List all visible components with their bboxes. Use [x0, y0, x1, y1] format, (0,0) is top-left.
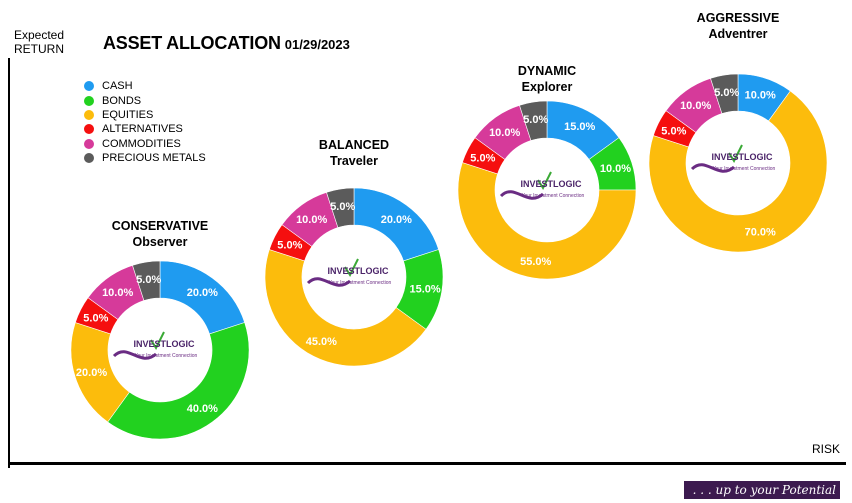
legend-label: BONDS	[102, 94, 142, 107]
chart-title: ASSET ALLOCATION 01/29/2023	[103, 33, 350, 54]
slice-label: 10.0%	[745, 90, 776, 102]
slice-label: 5.0%	[523, 114, 548, 126]
investlogic-logo: INVESTLOGIC Your Investment Connection	[112, 331, 198, 360]
logo-subtitle: Your Investment Connection	[522, 193, 585, 199]
y-axis-line	[8, 58, 10, 468]
tagline-banner: . . . up to your Potential	[684, 481, 840, 499]
profile-label-aggressive: AGGRESSIVE Adventrer	[697, 10, 780, 42]
legend-label: ALTERNATIVES	[102, 123, 183, 136]
investlogic-logo: INVESTLOGIC Your Investment Connection	[690, 144, 776, 173]
investlogic-logo: INVESTLOGIC Your Investment Connection	[306, 258, 392, 287]
legend-item-alternatives: ALTERNATIVES	[84, 122, 206, 136]
donut-chart-dynamic: 15.0%10.0%55.0%5.0%10.0%5.0%INVESTLOGICY…	[457, 100, 637, 280]
legend-marker	[84, 95, 94, 106]
slice-equities	[648, 90, 828, 253]
profile-name: AGGRESSIVE	[696, 11, 780, 25]
slice-label: 40.0%	[187, 403, 218, 415]
logo-text: INVESTLOGIC	[711, 152, 773, 162]
logo-subtitle: Your Investment Connection	[713, 166, 776, 172]
profile-persona: Explorer	[521, 80, 573, 94]
profile-name: CONSERVATIVE	[111, 219, 209, 233]
profile-label-conservative: CONSERVATIVE Observer	[112, 218, 209, 250]
y-axis-label: Expected RETURN	[14, 28, 64, 56]
y-axis-label-line2: RETURN	[14, 42, 64, 56]
legend-item-precious-metals: PRECIOUS METALS	[84, 151, 206, 165]
logo-check-icon	[150, 331, 165, 351]
donut-chart-balanced: 20.0%15.0%45.0%5.0%10.0%5.0%INVESTLOGICY…	[264, 187, 444, 367]
logo-text: INVESTLOGIC	[133, 339, 195, 349]
slice-label: 5.0%	[470, 152, 495, 164]
slice-label: 5.0%	[277, 239, 302, 251]
slice-precious-metals	[519, 100, 548, 141]
profile-persona: Adventrer	[708, 27, 768, 41]
legend-item-equities: EQUITIES	[84, 108, 206, 122]
legend-marker	[84, 109, 94, 120]
profile-persona: Traveler	[330, 154, 378, 168]
slice-equities	[457, 162, 637, 280]
donut-chart-conservative: 20.0%40.0%20.0%5.0%10.0%5.0%INVESTLOGICY…	[70, 260, 250, 440]
slice-precious-metals	[710, 73, 739, 114]
slice-bonds	[107, 322, 250, 440]
slice-label: 20.0%	[76, 367, 107, 379]
profile-label-dynamic: DYNAMIC Explorer	[518, 63, 576, 95]
slice-label: 5.0%	[661, 125, 686, 137]
profile-name: DYNAMIC	[517, 64, 577, 78]
slice-label: 5.0%	[136, 274, 161, 286]
logo-swoosh-icon	[112, 350, 157, 360]
slice-label: 5.0%	[83, 312, 108, 324]
investlogic-logo: INVESTLOGIC Your Investment Connection	[499, 171, 585, 200]
slice-label: 10.0%	[102, 287, 133, 299]
profile-persona: Observer	[132, 235, 188, 249]
logo-subtitle: Your Investment Connection	[329, 280, 392, 286]
logo-swoosh-icon	[690, 163, 735, 173]
slice-label: 15.0%	[564, 121, 595, 133]
logo-swoosh-icon	[499, 190, 544, 200]
logo-check-icon	[344, 258, 359, 278]
slice-precious-metals	[132, 260, 161, 301]
legend-marker	[84, 81, 94, 92]
legend-label: EQUITIES	[102, 108, 154, 121]
legend-label: COMMODITIES	[102, 137, 181, 150]
slice-label: 55.0%	[520, 256, 551, 268]
legend-item-cash: CASH	[84, 79, 206, 93]
slice-label: 5.0%	[714, 87, 739, 99]
logo-swoosh-icon	[306, 277, 351, 287]
slice-label: 5.0%	[330, 201, 355, 213]
y-axis-label-line1: Expected	[14, 28, 65, 42]
slice-label: 70.0%	[745, 226, 776, 238]
slice-label: 10.0%	[296, 214, 327, 226]
logo-check-icon	[537, 171, 552, 191]
legend-item-bonds: BONDS	[84, 93, 206, 107]
slice-label: 45.0%	[306, 336, 337, 348]
x-axis-label: RISK	[812, 442, 841, 456]
slice-equities	[264, 249, 427, 367]
slice-label: 20.0%	[187, 287, 218, 299]
slice-label: 10.0%	[600, 163, 631, 175]
slice-label: 15.0%	[410, 283, 441, 295]
slice-label: 10.0%	[489, 127, 520, 139]
legend-marker	[84, 153, 94, 164]
legend-label: PRECIOUS METALS	[102, 152, 206, 165]
logo-check-icon	[728, 144, 743, 164]
legend-label: CASH	[102, 80, 133, 93]
logo-text: INVESTLOGIC	[520, 179, 582, 189]
legend: CASH BONDS EQUITIES ALTERNATIVES COMMODI…	[84, 79, 206, 165]
profile-name: BALANCED	[318, 138, 390, 152]
slice-label: 10.0%	[680, 100, 711, 112]
logo-subtitle: Your Investment Connection	[135, 353, 198, 359]
chart-title-text: ASSET ALLOCATION	[103, 33, 281, 53]
slice-precious-metals	[326, 187, 355, 228]
legend-marker	[84, 124, 94, 135]
legend-item-commodities: COMMODITIES	[84, 137, 206, 151]
profile-label-balanced: BALANCED Traveler	[319, 137, 389, 169]
logo-text: INVESTLOGIC	[327, 266, 389, 276]
legend-marker	[84, 138, 94, 149]
slice-label: 20.0%	[381, 214, 412, 226]
chart-date: 01/29/2023	[284, 37, 350, 52]
x-axis-line	[8, 462, 846, 465]
